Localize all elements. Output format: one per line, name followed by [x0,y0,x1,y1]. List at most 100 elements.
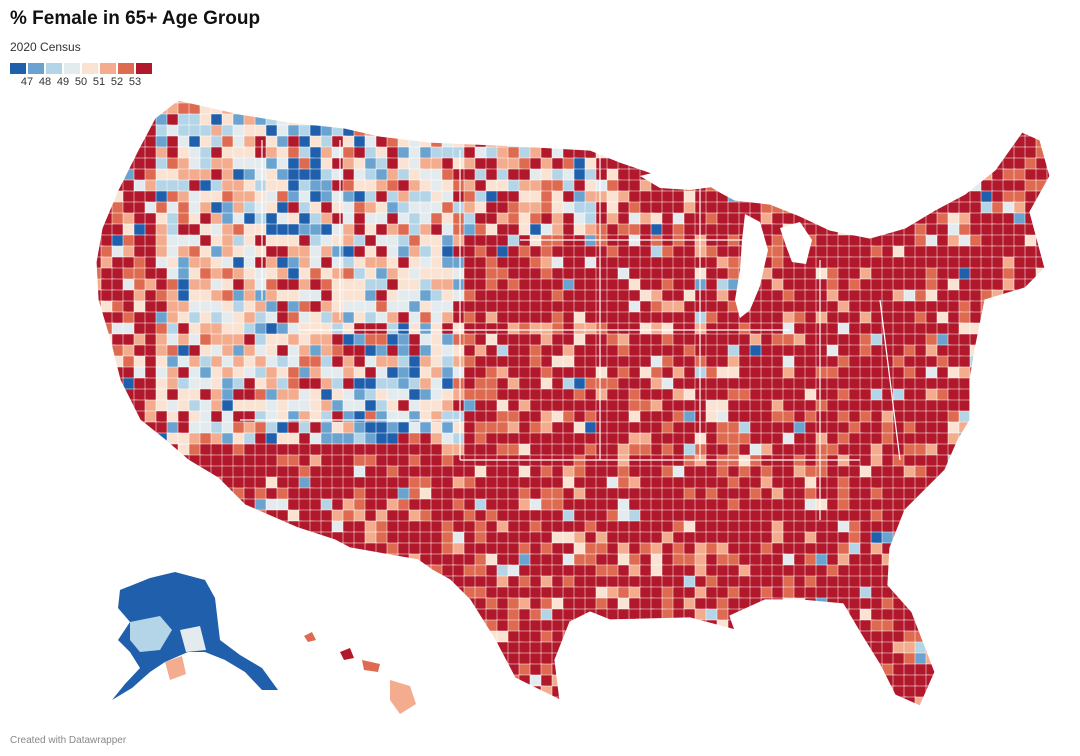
county-cell[interactable] [925,630,941,646]
county-cell[interactable] [661,597,675,611]
county-cell[interactable] [683,245,697,259]
county-cell[interactable] [320,410,334,424]
county-cell[interactable] [991,300,1007,314]
county-cell[interactable] [848,652,862,666]
county-cell[interactable] [584,102,599,118]
county-cell[interactable] [1013,410,1027,425]
county-cell[interactable] [122,135,137,151]
county-cell[interactable] [210,135,224,149]
county-cell[interactable] [266,708,278,721]
county-cell[interactable] [969,487,985,503]
county-cell[interactable] [276,663,292,678]
county-cell[interactable] [936,377,950,391]
county-cell[interactable] [980,124,994,138]
county-cell[interactable] [1002,366,1018,381]
county-cell[interactable] [1035,355,1050,371]
county-cell[interactable] [1024,597,1039,613]
county-cell[interactable] [540,597,554,611]
county-cell[interactable] [650,619,665,635]
county-cell[interactable] [1002,597,1018,611]
county-cell[interactable] [90,432,104,448]
county-cell[interactable] [947,641,962,656]
county-cell[interactable] [122,465,138,480]
county-cell[interactable] [903,102,918,118]
county-cell[interactable] [914,223,928,237]
county-cell[interactable] [958,124,974,138]
county-cell[interactable] [826,542,840,556]
county-cell[interactable] [771,212,785,226]
county-cell[interactable] [848,212,863,228]
county-cell[interactable] [650,113,665,128]
county-cell[interactable] [573,652,588,668]
county-cell[interactable] [199,520,214,536]
county-cell[interactable] [100,355,114,369]
county-cell[interactable] [210,520,224,535]
county-cell[interactable] [111,410,126,426]
county-cell[interactable] [914,201,930,217]
county-cell[interactable] [716,146,730,162]
county-cell[interactable] [782,630,797,645]
county-cell[interactable] [980,498,994,512]
county-cell[interactable] [122,498,137,513]
county-cell[interactable] [177,388,191,402]
county-cell[interactable] [771,619,787,634]
county-cell[interactable] [155,520,169,534]
county-cell[interactable] [166,278,180,292]
county-cell[interactable] [716,641,732,656]
county-cell[interactable] [771,168,787,182]
county-cell[interactable] [1013,520,1029,535]
county-cell[interactable] [133,531,147,546]
county-cell[interactable] [1002,388,1016,404]
county-cell[interactable] [1035,476,1050,492]
county-cell[interactable] [650,586,664,600]
county-cell[interactable] [793,201,807,216]
county-cell[interactable] [595,564,609,578]
county-cell[interactable] [100,586,115,602]
county-cell[interactable] [397,355,411,369]
county-cell[interactable] [881,135,896,149]
county-cell[interactable] [90,102,104,117]
county-cell[interactable] [991,564,1007,580]
county-cell[interactable] [452,92,468,107]
county-cell[interactable] [991,443,1006,459]
county-cell[interactable] [760,641,776,657]
county-cell[interactable] [188,652,204,668]
county-cell[interactable] [991,553,1006,567]
county-cell[interactable] [232,135,246,149]
county-cell[interactable] [254,366,268,380]
county-cell[interactable] [144,410,158,424]
county-cell[interactable] [155,366,169,380]
county-cell[interactable] [408,355,422,369]
county-cell[interactable] [749,685,763,700]
county-cell[interactable] [947,289,961,303]
county-cell[interactable] [925,190,941,204]
county-cell[interactable] [276,432,290,446]
county-cell[interactable] [133,102,148,117]
county-cell[interactable] [155,531,171,547]
county-cell[interactable] [155,465,170,479]
county-cell[interactable] [837,608,851,623]
county-cell[interactable] [1046,663,1060,679]
county-cell[interactable] [419,300,433,314]
county-cell[interactable] [1013,619,1028,635]
county-cell[interactable] [881,212,896,228]
county-cell[interactable] [485,674,500,688]
county-cell[interactable] [1002,333,1018,347]
county-cell[interactable] [210,476,224,491]
county-cell[interactable] [1046,234,1061,249]
county-cell[interactable] [1046,157,1060,173]
county-cell[interactable] [837,135,853,149]
county-cell[interactable] [782,652,798,667]
county-cell[interactable] [749,92,764,105]
county-cell[interactable] [881,553,895,567]
county-cell[interactable] [991,102,1007,117]
county-cell[interactable] [694,399,708,413]
county-cell[interactable] [353,674,369,688]
county-cell[interactable] [628,696,643,710]
county-cell[interactable] [958,586,974,602]
county-cell[interactable] [1002,663,1016,678]
county-cell[interactable] [111,465,127,479]
county-cell[interactable] [243,212,257,226]
county-cell[interactable] [243,564,259,578]
county-cell[interactable] [309,553,325,569]
